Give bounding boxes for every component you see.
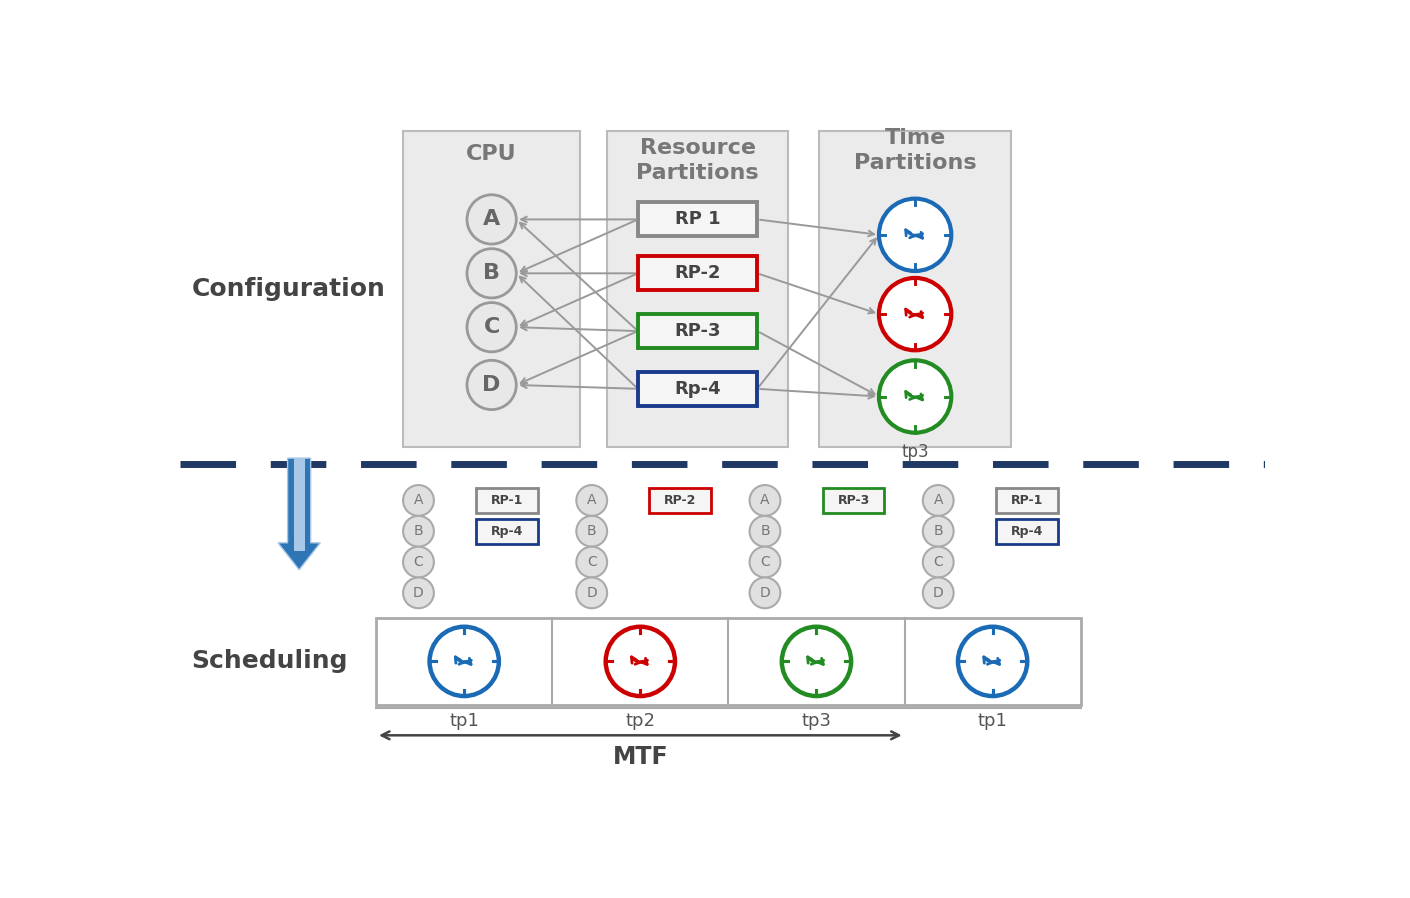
Text: D: D	[933, 585, 943, 600]
Bar	[650, 489, 711, 513]
Text: D: D	[482, 375, 501, 395]
Text: B: B	[484, 263, 501, 283]
Circle shape	[750, 515, 780, 547]
Bar	[477, 489, 537, 513]
Text: A: A	[587, 494, 596, 507]
Text: Resource
Partitions: Resource Partitions	[636, 137, 759, 182]
Bar	[608, 131, 788, 446]
Circle shape	[878, 198, 952, 271]
Circle shape	[922, 547, 953, 577]
Text: MTF: MTF	[612, 744, 668, 769]
Bar	[477, 519, 537, 543]
Circle shape	[467, 195, 516, 244]
Text: RP-3: RP-3	[674, 322, 721, 340]
Text: C: C	[933, 555, 943, 569]
Text: B: B	[760, 524, 770, 538]
Circle shape	[957, 627, 1028, 696]
Circle shape	[750, 485, 780, 515]
Bar	[637, 314, 757, 348]
Text: A: A	[413, 494, 423, 507]
Circle shape	[577, 485, 608, 515]
Text: Rp-4: Rp-4	[491, 524, 523, 538]
Text: tp1: tp1	[901, 282, 929, 300]
Bar	[637, 202, 757, 236]
Circle shape	[577, 547, 608, 577]
Text: C: C	[413, 555, 423, 569]
Text: tp1: tp1	[450, 712, 479, 730]
Text: C: C	[587, 555, 596, 569]
Bar	[995, 489, 1058, 513]
Bar	[637, 256, 757, 290]
Text: tp1: tp1	[977, 712, 1008, 730]
FancyArrow shape	[278, 458, 320, 569]
Text: D: D	[587, 585, 596, 600]
Circle shape	[878, 277, 952, 350]
Text: RP-3: RP-3	[838, 494, 870, 507]
Circle shape	[467, 249, 516, 298]
Circle shape	[430, 627, 499, 696]
Circle shape	[922, 577, 953, 608]
Text: RP-1: RP-1	[1011, 494, 1043, 507]
Circle shape	[922, 515, 953, 547]
Text: B: B	[413, 524, 423, 538]
Circle shape	[922, 485, 953, 515]
Circle shape	[403, 485, 434, 515]
Text: C: C	[484, 317, 499, 338]
Text: tp2: tp2	[625, 712, 656, 730]
Circle shape	[577, 515, 608, 547]
Bar	[819, 131, 1011, 446]
Circle shape	[467, 303, 516, 352]
Bar	[403, 131, 580, 446]
Text: Scheduling: Scheduling	[192, 649, 348, 674]
Circle shape	[467, 360, 516, 409]
Text: A: A	[933, 494, 943, 507]
Text: Rp-4: Rp-4	[1011, 524, 1043, 538]
Text: Time
Partitions: Time Partitions	[854, 128, 977, 172]
Text: CPU: CPU	[467, 144, 517, 164]
Text: tp2: tp2	[901, 361, 929, 379]
Text: B: B	[933, 524, 943, 538]
Text: D: D	[413, 585, 424, 600]
Bar	[822, 489, 884, 513]
Text: RP 1: RP 1	[675, 210, 721, 228]
Text: tp3: tp3	[801, 712, 832, 730]
Circle shape	[878, 360, 952, 433]
Circle shape	[750, 577, 780, 608]
Text: Configuration: Configuration	[192, 277, 385, 301]
Text: RP-1: RP-1	[491, 494, 523, 507]
Text: tp3: tp3	[901, 444, 929, 462]
Bar	[637, 372, 757, 406]
FancyArrow shape	[293, 458, 305, 550]
Bar	[376, 618, 1080, 705]
Text: A: A	[760, 494, 770, 507]
Text: B: B	[587, 524, 596, 538]
Text: RP-2: RP-2	[674, 264, 721, 282]
Circle shape	[750, 547, 780, 577]
Text: A: A	[484, 209, 501, 229]
Circle shape	[781, 627, 852, 696]
Circle shape	[403, 577, 434, 608]
Circle shape	[403, 547, 434, 577]
Text: Rp-4: Rp-4	[674, 380, 721, 398]
Text: RP-2: RP-2	[664, 494, 697, 507]
Text: C: C	[760, 555, 770, 569]
Circle shape	[577, 577, 608, 608]
Circle shape	[403, 515, 434, 547]
Text: D: D	[760, 585, 770, 600]
Circle shape	[606, 627, 675, 696]
Bar	[995, 519, 1058, 543]
